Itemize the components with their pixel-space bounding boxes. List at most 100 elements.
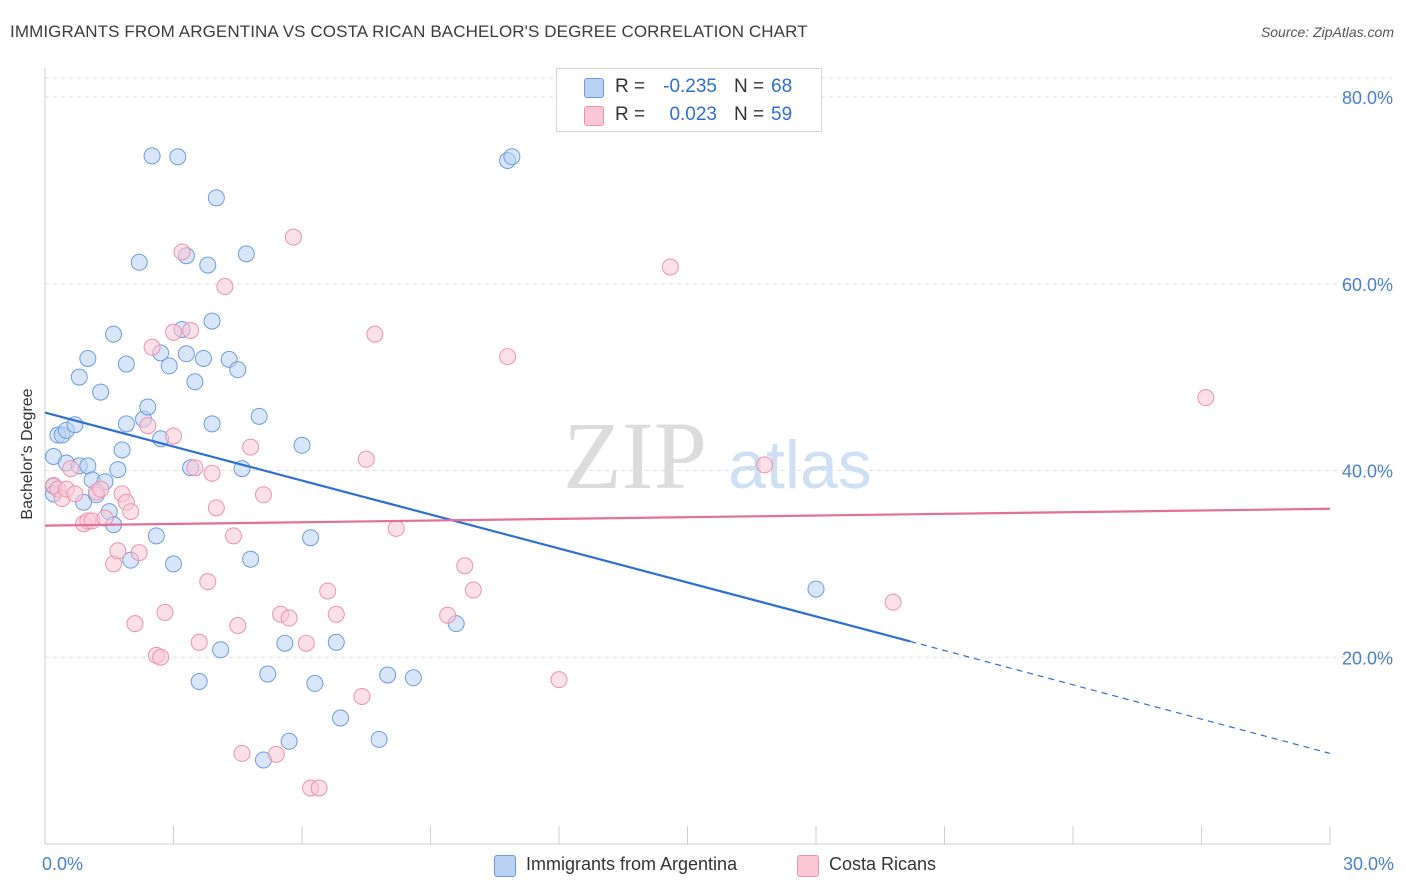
point-costa-ricans [284, 228, 302, 246]
point-costa-ricans [267, 745, 285, 763]
r-value: -0.235 [663, 76, 717, 97]
point-argentina [207, 189, 225, 207]
point-argentina [807, 580, 825, 598]
point-costa-ricans [109, 542, 127, 560]
point-costa-ricans [464, 581, 482, 599]
point-costa-ricans [661, 258, 679, 276]
point-costa-ricans [550, 671, 568, 689]
point-argentina [117, 415, 135, 433]
point-argentina [203, 415, 221, 433]
point-costa-ricans [353, 687, 371, 705]
point-costa-ricans [327, 605, 345, 623]
r-label: R = [615, 104, 646, 125]
grid-lines [45, 77, 1392, 658]
point-argentina [327, 633, 345, 651]
point-argentina [186, 373, 204, 391]
point-costa-ricans [126, 615, 144, 633]
n-label: N = [734, 104, 765, 125]
point-argentina [139, 398, 157, 416]
point-argentina [194, 349, 212, 367]
point-argentina [259, 665, 277, 683]
n-value: 68 [771, 76, 793, 97]
tick-labels: 20.0% 40.0% 60.0% 80.0% 0.0% 30.0% [42, 88, 1394, 874]
point-argentina [302, 529, 320, 547]
n-value: 59 [771, 104, 793, 125]
trend-lines [44, 411, 1331, 755]
point-costa-ricans [319, 582, 337, 600]
point-costa-ricans [143, 338, 161, 356]
legend-label-costa-ricans: Costa Ricans [829, 854, 937, 874]
point-costa-ricans [884, 593, 902, 611]
y-tick-label: 40.0% [1342, 462, 1393, 482]
n-label: N = [734, 76, 765, 97]
point-costa-ricans [152, 648, 170, 666]
argentina-swatch [584, 78, 604, 98]
legend-swatch-costa-ricans [797, 855, 819, 877]
point-costa-ricans [297, 634, 315, 652]
y-axis-label: Bachelor's Degree [19, 388, 36, 520]
point-costa-ricans [254, 486, 272, 504]
point-costa-ricans [62, 460, 80, 478]
y-tick-label: 60.0% [1342, 275, 1393, 295]
point-costa-ricans [242, 438, 260, 456]
point-costa-ricans [199, 573, 217, 591]
y-tick-label: 20.0% [1342, 648, 1393, 668]
axes [44, 68, 1331, 845]
point-costa-ricans [756, 456, 774, 474]
point-argentina [370, 730, 388, 748]
point-costa-ricans [357, 450, 375, 468]
r-label: R = [615, 76, 646, 97]
point-argentina [229, 361, 247, 379]
watermark-zip: ZIP [563, 402, 707, 509]
point-costa-ricans [229, 617, 247, 635]
point-costa-ricans [173, 243, 191, 261]
data-points [45, 147, 1215, 797]
point-argentina [212, 641, 230, 659]
point-argentina [160, 357, 178, 375]
trend-line-argentina [44, 411, 911, 643]
stats-row-argentina: R = -0.235 N = 68 [557, 73, 821, 101]
point-costa-ricans [1197, 389, 1215, 407]
point-argentina [105, 325, 123, 343]
point-argentina [169, 148, 187, 166]
point-costa-ricans [207, 499, 225, 517]
point-costa-ricans [387, 519, 405, 537]
point-costa-ricans [439, 606, 457, 624]
point-costa-ricans [280, 609, 298, 627]
point-costa-ricans [203, 464, 221, 482]
point-argentina [113, 441, 131, 459]
point-costa-ricans [233, 744, 251, 762]
point-costa-ricans [92, 480, 110, 498]
r-value: 0.023 [669, 104, 717, 125]
point-costa-ricans [139, 417, 157, 435]
point-costa-ricans [182, 321, 200, 339]
point-argentina [276, 634, 294, 652]
point-argentina [242, 550, 260, 568]
x-tick-label: 0.0% [42, 854, 83, 874]
point-costa-ricans [66, 485, 84, 503]
point-argentina [143, 147, 161, 165]
point-argentina [250, 407, 268, 425]
point-costa-ricans [122, 503, 140, 521]
point-argentina [199, 256, 217, 274]
point-argentina [237, 245, 255, 263]
point-argentina [70, 368, 88, 386]
point-argentina [130, 253, 148, 271]
x-tick-label: 30.0% [1343, 854, 1394, 874]
point-costa-ricans [130, 544, 148, 562]
stats-row-costa-rica: R = 0.023 N = 59 [557, 101, 821, 129]
chart-title: IMMIGRANTS FROM ARGENTINA VS COSTA RICAN… [10, 22, 808, 41]
trend-line-costa-ricans [44, 507, 1331, 527]
point-argentina [165, 555, 182, 573]
point-costa-ricans [366, 325, 384, 343]
watermark-atlas: atlas [728, 427, 872, 503]
point-argentina [147, 527, 165, 545]
point-argentina [92, 383, 110, 401]
costa-rica-swatch [584, 106, 604, 126]
point-argentina [332, 709, 350, 727]
point-argentina [293, 436, 311, 454]
y-tick-label: 80.0% [1342, 88, 1393, 108]
point-costa-ricans [96, 509, 114, 527]
point-argentina [503, 148, 521, 166]
trend-line-argentina-extension [910, 640, 1331, 755]
